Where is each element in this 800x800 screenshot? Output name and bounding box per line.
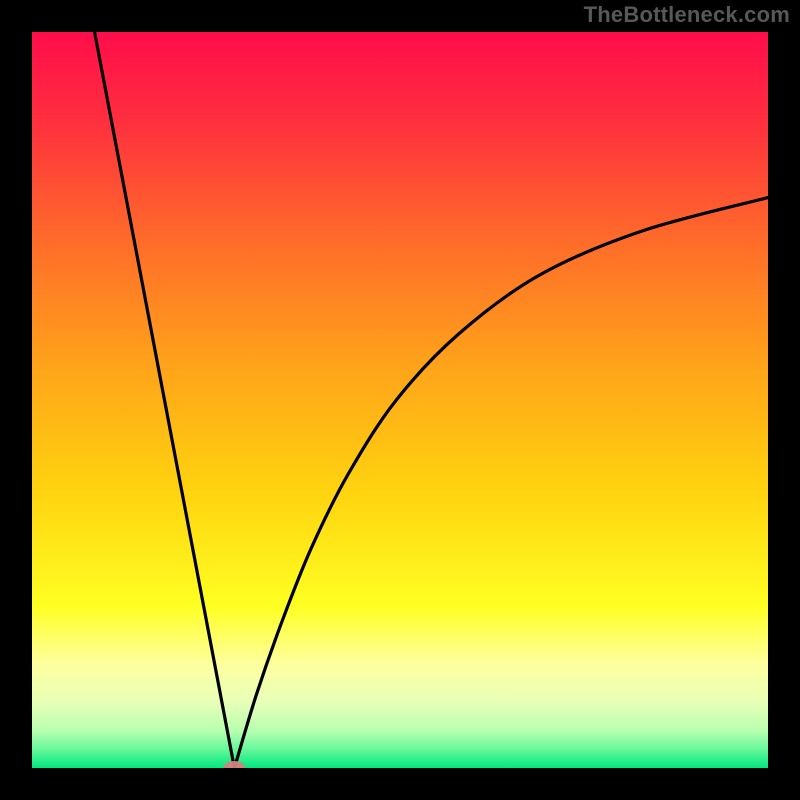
plot-background-gradient <box>32 32 768 768</box>
bottleneck-chart <box>0 0 800 800</box>
chart-container: TheBottleneck.com <box>0 0 800 800</box>
watermark-text: TheBottleneck.com <box>584 2 790 28</box>
